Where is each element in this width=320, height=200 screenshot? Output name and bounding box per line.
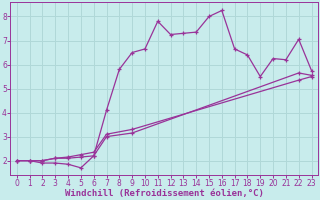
X-axis label: Windchill (Refroidissement éolien,°C): Windchill (Refroidissement éolien,°C) — [65, 189, 264, 198]
